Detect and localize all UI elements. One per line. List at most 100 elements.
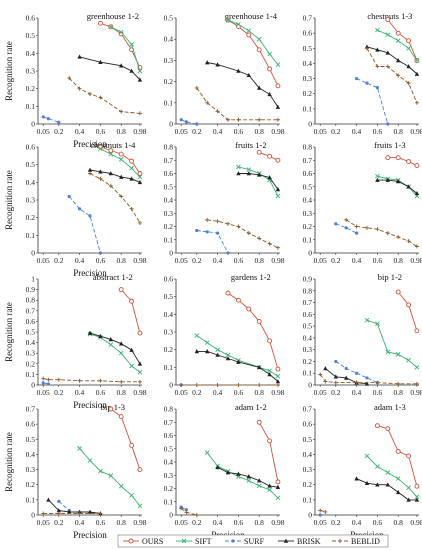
- series-ours: [256, 419, 281, 485]
- y-tick-label: 0: [169, 120, 173, 129]
- data-point-brisk: [119, 341, 124, 346]
- x-tick-label: 0.6: [373, 388, 383, 397]
- x-tick-label: 0.98: [271, 388, 284, 397]
- data-point-sift: [395, 476, 401, 481]
- data-point-beblid: [406, 239, 411, 244]
- x-tick-label: 0.98: [410, 256, 422, 265]
- y-tick-label: 0.3: [303, 465, 313, 474]
- data-point-brisk: [396, 58, 401, 63]
- series-line-beblid: [196, 87, 278, 121]
- x-tick-label: 0.98: [133, 256, 146, 265]
- data-point-beblid: [88, 171, 92, 176]
- chart-fruits-1-3: 0 0.1 0.2 0.3 0.4 0.5 0.6 0.7 0.8 0.05 0.2 0.4 0.6 0.…: [303, 140, 422, 265]
- data-point-brisk: [194, 349, 199, 354]
- series-line-sift: [110, 26, 141, 72]
- data-point-beblid: [257, 383, 262, 387]
- y-tick-label: 0.1: [303, 369, 313, 378]
- data-point-brisk: [236, 359, 241, 364]
- data-point-beblid: [98, 176, 103, 181]
- data-point-brisk: [333, 374, 338, 379]
- data-point-brisk: [364, 480, 370, 485]
- data-point-sift: [98, 146, 103, 152]
- y-tick-label: 0.2: [303, 222, 313, 231]
- data-point-brisk: [414, 497, 420, 502]
- y-tick-label: 0.7: [303, 14, 313, 23]
- data-point-sift: [364, 453, 370, 459]
- x-tick-label: 0.05: [314, 388, 327, 397]
- data-point-surf: [355, 371, 359, 375]
- data-point-ours: [275, 157, 281, 163]
- x-tick-label: 0.4: [352, 518, 362, 527]
- y-tick-label: 0.6: [164, 169, 174, 178]
- series-brisk: [205, 60, 281, 109]
- y-tick-label: 0.2: [164, 484, 174, 493]
- data-point-beblid: [215, 109, 220, 114]
- data-point-beblid: [323, 509, 328, 514]
- data-point-brisk: [246, 72, 251, 78]
- data-point-beblid: [137, 111, 142, 116]
- data-point-surf: [205, 230, 209, 234]
- x-tick-label: 0.6: [96, 388, 106, 397]
- x-tick-label: 0.2: [331, 127, 341, 136]
- data-point-sift: [129, 492, 134, 498]
- data-point-brisk: [236, 471, 241, 476]
- x-axis-label: Precision: [73, 139, 107, 149]
- data-point-beblid: [406, 81, 411, 86]
- legend-item-beblid: BEBLID: [332, 537, 380, 546]
- data-point-brisk: [225, 470, 231, 475]
- x-tick-label: 0.05: [314, 518, 327, 527]
- data-point-surf: [57, 120, 61, 124]
- data-point-sift: [236, 22, 241, 27]
- data-point-ours: [246, 306, 252, 312]
- data-point-brisk: [267, 175, 272, 180]
- series-ours: [97, 144, 143, 176]
- data-point-sift: [225, 352, 231, 358]
- x-tick-label: 0.4: [75, 256, 85, 265]
- data-point-brisk: [385, 50, 390, 55]
- series-beblid: [318, 508, 328, 514]
- data-point-beblid: [56, 377, 61, 382]
- data-point-brisk: [236, 68, 241, 73]
- data-point-ours: [97, 20, 103, 26]
- data-point-surf: [41, 381, 45, 385]
- data-point-brisk: [98, 169, 103, 174]
- data-point-brisk: [108, 337, 113, 342]
- data-point-brisk: [385, 177, 390, 182]
- data-point-surf: [98, 251, 102, 255]
- data-point-brisk: [364, 381, 370, 386]
- y-tick-label: 0.4: [303, 450, 313, 459]
- x-tick-label: 0.6: [96, 518, 106, 527]
- x-tick-label: 0.05: [175, 127, 188, 136]
- series-line-ours: [110, 408, 141, 470]
- y-tick-label: 0.5: [303, 44, 313, 53]
- series-surf: [179, 118, 199, 126]
- data-point-ours: [267, 438, 273, 444]
- series-sift: [225, 17, 281, 67]
- y-tick-label: 0.2: [26, 84, 36, 93]
- series-ours: [118, 287, 143, 336]
- series-ours: [97, 20, 143, 70]
- data-point-beblid: [215, 383, 220, 387]
- data-point-beblid: [194, 513, 199, 517]
- y-tick-label: 0.8: [26, 296, 36, 305]
- data-point-brisk: [396, 179, 401, 184]
- data-point-ours: [275, 366, 281, 372]
- data-point-beblid: [119, 194, 124, 199]
- data-point-ours: [414, 163, 420, 169]
- series-sift: [364, 317, 420, 370]
- data-point-brisk: [267, 91, 272, 97]
- data-point-brisk: [225, 356, 231, 361]
- data-point-beblid: [318, 508, 323, 513]
- chart-adam-1-2: 0 0.1 0.2 0.3 0.4 0.5 0.6 0.7 0.8 0.05 0.2 0.4 0.6 0.…: [164, 402, 285, 540]
- series-line-beblid: [180, 508, 197, 516]
- x-tick-label: 0.6: [373, 518, 383, 527]
- legend-label: OURS: [142, 537, 163, 546]
- data-point-beblid: [354, 224, 359, 229]
- y-tick-label: 0.8: [303, 143, 313, 152]
- x-tick-label: 0.2: [54, 256, 64, 265]
- data-point-ours: [256, 47, 262, 53]
- x-tick-label: 0.4: [213, 256, 223, 265]
- data-point-brisk: [129, 347, 134, 352]
- series-surf: [195, 228, 230, 255]
- data-point-beblid: [67, 76, 72, 81]
